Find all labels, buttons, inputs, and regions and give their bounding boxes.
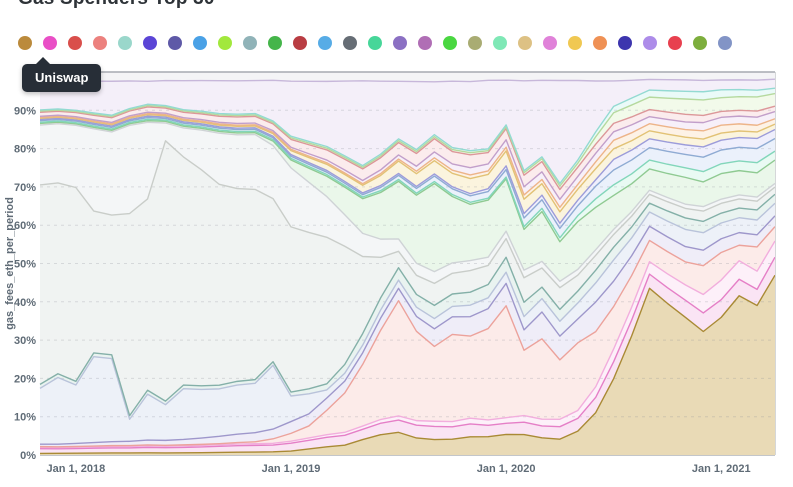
legend-dot[interactable] [118,36,132,50]
chart-lines [39,71,776,455]
area-band-pale-blue [40,203,775,445]
y-tick-label: 10% [14,412,36,424]
legend-dot[interactable] [193,36,207,50]
line-band-steel-blue [39,116,776,230]
legend-dot[interactable] [293,36,307,50]
area-band-mint [40,119,775,242]
line-band-aqua [39,87,776,185]
x-tick-label: Jan 1, 2019 [262,463,321,475]
line-band-pink-light [39,240,776,449]
x-tick-label: Jan 1, 2018 [46,463,105,475]
y-tick-label: 90% [14,105,36,117]
area-band-gray-2 [40,122,775,288]
y-tick-label: 60% [14,220,36,232]
area-band-gray-big [40,140,775,416]
line-band-rose [39,105,776,191]
legend-dot[interactable] [468,36,482,50]
legend-dot[interactable] [443,36,457,50]
line-band-pale-blue [39,202,776,420]
legend-dot[interactable] [243,36,257,50]
y-tick-label: 50% [14,259,36,271]
y-tick-label: 0% [20,450,36,462]
legend [18,36,732,50]
line-band-gold [39,113,776,213]
y-tick-label: 30% [14,335,36,347]
legend-dot[interactable] [343,36,357,50]
line-band-gray-big [39,140,776,289]
line-band-green-light [39,92,776,187]
line-band-teal [39,193,776,417]
line-band-green [39,119,776,243]
area-band-gold [40,114,775,224]
legend-dot[interactable] [618,36,632,50]
legend-dot[interactable] [268,36,282,50]
line-band-mauve [39,110,776,201]
line-band-periwinkle [39,115,776,224]
line-band-salmon [39,226,776,448]
y-axis: 0% 10% 20% 30% 40% 50% 60% 70% 80% 90% [14,105,36,462]
legend-dot[interactable] [493,36,507,50]
legend-dot[interactable] [643,36,657,50]
legend-dot[interactable] [393,36,407,50]
tooltip: Uniswap [22,57,102,92]
line-band-peach [39,112,776,208]
legend-dot[interactable] [568,36,582,50]
legend-dot[interactable] [518,36,532,50]
legend-dot[interactable] [693,36,707,50]
y-axis-title: gas_fees_eth_per_period [4,197,16,330]
tooltip-arrow [35,57,51,65]
area-band-green-light [40,93,775,190]
area-band-magenta [40,257,775,454]
legend-dot[interactable] [168,36,182,50]
chart-title: Gas Spenders Top 30 [18,0,215,10]
legend-dot[interactable] [418,36,432,50]
area-band-top-gray [40,72,775,82]
x-axis: Jan 1, 2018 Jan 1, 2019 Jan 1, 2020 Jan 1, … [46,463,750,475]
area-band-lavender [40,79,775,184]
tooltip-label: Uniswap [35,70,89,85]
y-tick-label: 80% [14,144,36,156]
line-band-lavender [39,78,776,83]
area-band-aqua [40,88,775,186]
legend-dot[interactable] [143,36,157,50]
legend-dot[interactable] [668,36,682,50]
area-band-tan [40,275,775,455]
legend-dot[interactable] [593,36,607,50]
y-tick-label: 20% [14,373,36,385]
legend-dot[interactable] [318,36,332,50]
legend-dot[interactable] [543,36,557,50]
line-band-tan [39,274,776,455]
area-band-green [40,120,775,282]
line-band-mint [39,118,776,239]
legend-dot[interactable] [43,36,57,50]
area-band-pink-light [40,241,775,449]
x-tick-label: Jan 1, 2020 [477,463,536,475]
line-band-magenta [39,256,776,450]
legend-dot[interactable] [68,36,82,50]
legend-dot[interactable] [368,36,382,50]
legend-dot[interactable] [18,36,32,50]
y-tick-label: 70% [14,182,36,194]
legend-dot[interactable] [218,36,232,50]
y-tick-label: 40% [14,297,36,309]
area-band-rose [40,106,775,200]
legend-dot[interactable] [718,36,732,50]
line-band-slate-purple [39,215,776,445]
line-band-gray-2 [39,121,776,283]
legend-dot[interactable] [93,36,107,50]
x-tick-label: Jan 1, 2021 [692,463,751,475]
